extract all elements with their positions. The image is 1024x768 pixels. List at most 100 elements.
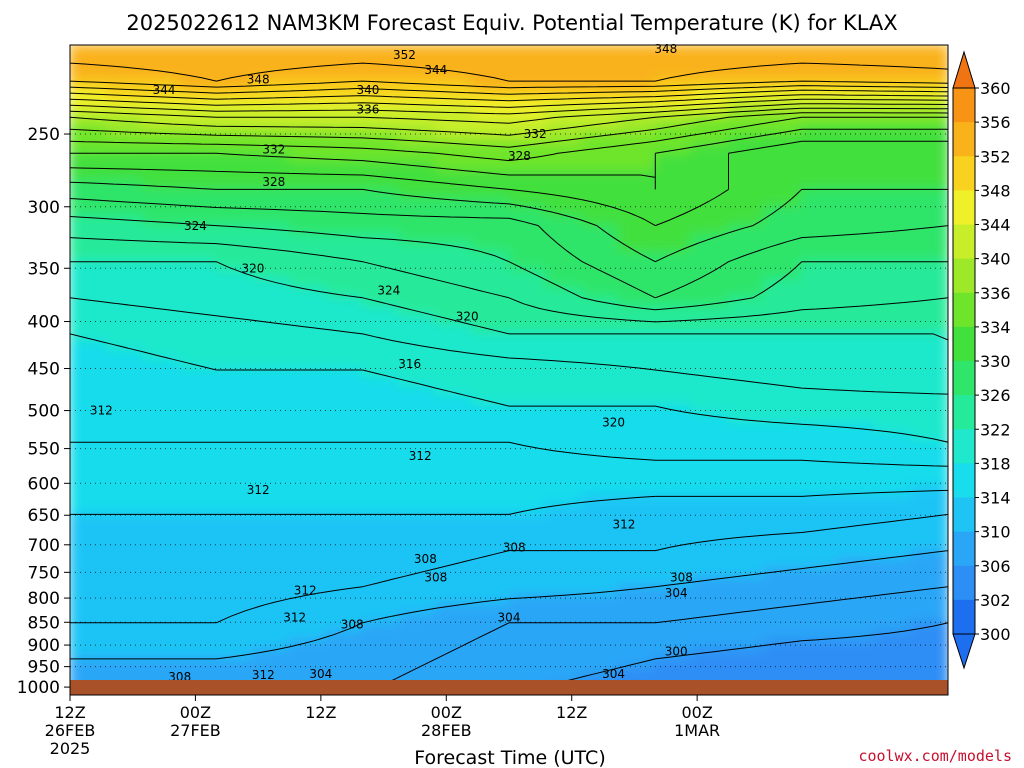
heatmap-cell xyxy=(361,504,401,516)
y-tick-label: 500 xyxy=(28,402,60,422)
heatmap-cell xyxy=(764,450,803,462)
heatmap-cell xyxy=(690,567,730,579)
heatmap-cell xyxy=(398,188,437,200)
heatmap-cell xyxy=(617,161,657,173)
heatmap-cell xyxy=(361,269,401,281)
heatmap-cell xyxy=(398,522,437,534)
heatmap-cell xyxy=(727,432,767,444)
heatmap-cell xyxy=(800,558,840,570)
heatmap-cell xyxy=(361,107,401,119)
heatmap-cell xyxy=(690,396,730,408)
heatmap-cell xyxy=(508,648,547,660)
heatmap-cell xyxy=(800,269,840,281)
heatmap-cell xyxy=(581,369,620,380)
heatmap-cell xyxy=(764,251,803,263)
heatmap-cell xyxy=(325,170,364,182)
heatmap-cell xyxy=(288,116,328,128)
heatmap-cell xyxy=(581,459,620,471)
x-axis-label: Forecast Time (UTC) xyxy=(414,747,605,768)
heatmap-cell xyxy=(361,350,401,362)
heatmap-cell xyxy=(398,540,437,552)
colorbar-top-arrow xyxy=(952,50,976,89)
heatmap-cell xyxy=(70,206,108,218)
colorbar-segment xyxy=(953,224,975,260)
heatmap-cell xyxy=(508,45,547,55)
heatmap-cell xyxy=(837,233,876,245)
heatmap-cell xyxy=(251,215,291,227)
heatmap-cell xyxy=(215,585,254,597)
heatmap-cell xyxy=(654,423,693,435)
heatmap-cell xyxy=(471,648,510,660)
heatmap-cell xyxy=(178,648,218,660)
heatmap-cell xyxy=(70,116,108,128)
heatmap-cell xyxy=(251,396,291,408)
heatmap-cell xyxy=(142,287,181,299)
heatmap-cell xyxy=(873,450,913,462)
heatmap-cell xyxy=(727,278,767,290)
heatmap-cell xyxy=(690,369,730,380)
heatmap-cell xyxy=(617,360,657,371)
heatmap-cell xyxy=(178,116,218,128)
heatmap-cell xyxy=(910,251,948,263)
heatmap-cell xyxy=(654,350,693,362)
heatmap-cell xyxy=(471,98,510,110)
x-tick-label: 2025 xyxy=(50,739,91,758)
heatmap-cell xyxy=(617,387,657,399)
heatmap-cell xyxy=(105,576,145,588)
heatmap-cell xyxy=(142,71,181,83)
heatmap-cell xyxy=(471,360,510,371)
heatmap-cell xyxy=(142,143,181,155)
heatmap-cell xyxy=(873,278,913,290)
heatmap-cell xyxy=(581,215,620,227)
heatmap-cell xyxy=(434,432,474,444)
heatmap-cell xyxy=(325,233,364,245)
heatmap-cell xyxy=(178,233,218,245)
heatmap-cell xyxy=(873,360,913,371)
heatmap-cell xyxy=(727,188,767,200)
colorbar-segment xyxy=(953,565,975,601)
heatmap-cell xyxy=(215,639,254,651)
heatmap-cell xyxy=(581,107,620,119)
heatmap-cell xyxy=(727,71,767,83)
heatmap-cell xyxy=(361,125,401,137)
heatmap-cell xyxy=(727,341,767,353)
heatmap-cell xyxy=(581,188,620,200)
heatmap-cell xyxy=(837,603,876,615)
heatmap-cell xyxy=(251,459,291,471)
heatmap-cell xyxy=(105,621,145,633)
heatmap-cell xyxy=(361,161,401,173)
heatmap-cell xyxy=(508,242,547,254)
heatmap-cell xyxy=(581,341,620,353)
heatmap-cell xyxy=(70,630,108,642)
heatmap-cell xyxy=(325,296,364,308)
heatmap-cell xyxy=(690,504,730,516)
heatmap-cell xyxy=(617,45,657,55)
heatmap-cell xyxy=(471,585,510,597)
heatmap-cell xyxy=(544,323,584,335)
heatmap-cell xyxy=(288,657,328,669)
heatmap-cell xyxy=(581,143,620,155)
heatmap-cell xyxy=(508,188,547,200)
heatmap-cell xyxy=(837,549,876,561)
heatmap-cell xyxy=(70,360,108,371)
heatmap-cell xyxy=(764,62,803,74)
heatmap-cell xyxy=(142,369,181,380)
heatmap-cell xyxy=(434,152,474,164)
heatmap-cell xyxy=(325,549,364,561)
heatmap-cell xyxy=(471,567,510,579)
heatmap-cell xyxy=(654,594,693,606)
heatmap-cell xyxy=(471,215,510,227)
heatmap-cell xyxy=(325,387,364,399)
credit-text[interactable]: coolwx.com/models xyxy=(858,747,1012,765)
heatmap-cell xyxy=(654,495,693,507)
heatmap-cell xyxy=(544,441,584,453)
heatmap-cell xyxy=(654,522,693,534)
heatmap-cell xyxy=(70,161,108,173)
heatmap-cell xyxy=(837,116,876,128)
heatmap-cell xyxy=(654,125,693,137)
heatmap-cell xyxy=(508,116,547,128)
heatmap-cell xyxy=(142,594,181,606)
heatmap-cell xyxy=(508,396,547,408)
colorbar-label: 318 xyxy=(980,454,1011,473)
heatmap-cell xyxy=(361,170,401,182)
